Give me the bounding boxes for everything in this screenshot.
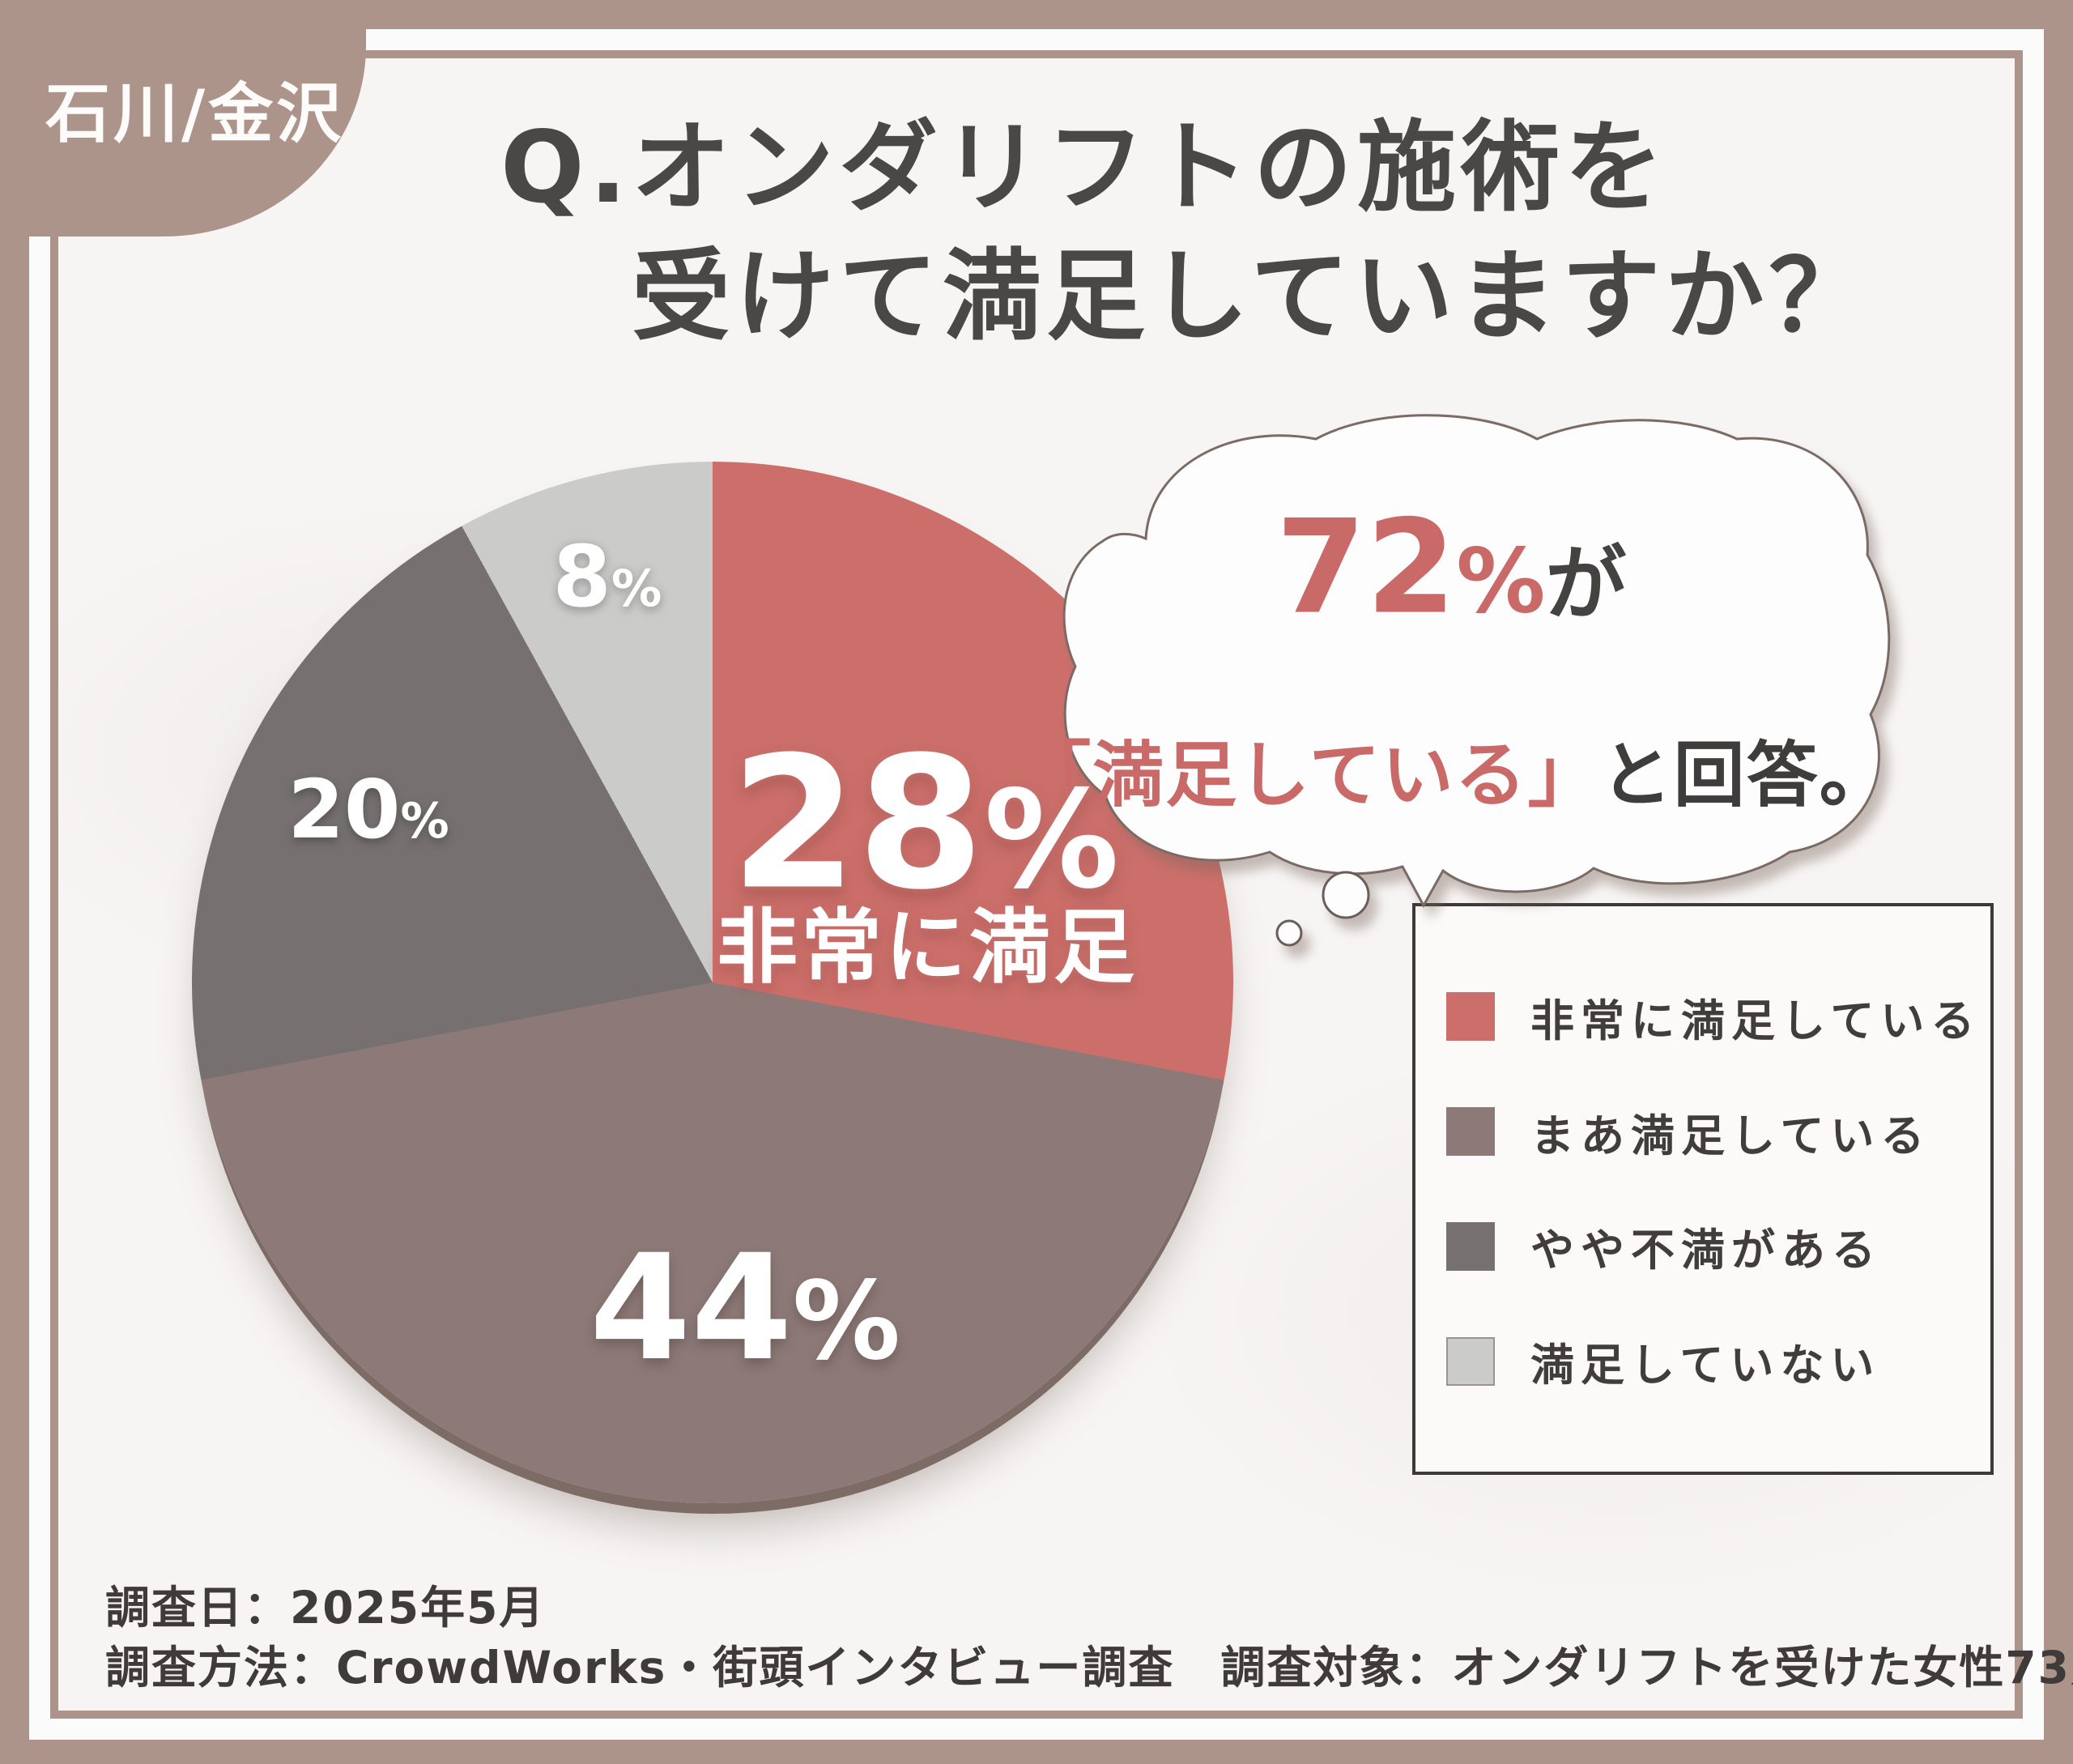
legend-swatch-not-satisfied: [1446, 1336, 1495, 1386]
legend: 非常に満足している まあ満足している やや不満がある 満足していない: [1412, 903, 1994, 1475]
legend-swatch-fairly-satisfied: [1446, 1107, 1495, 1157]
legend-label: やや不満がある: [1530, 1225, 1882, 1276]
legend-item-somewhat-dissatisfied: やや不満がある: [1446, 1214, 1977, 1278]
region-badge-label: 石川/金沢: [45, 76, 345, 151]
bubble-answer: 「満足している」と回答。: [1019, 718, 1892, 821]
pie: [192, 462, 1233, 1503]
bubble-stat: 72%が: [1276, 492, 1627, 643]
legend-item-not-satisfied: 満足していない: [1446, 1329, 1977, 1393]
slice-label-very-satisfied-name: 非常に満足: [717, 900, 1138, 995]
bubble-stat-percent: %: [1456, 529, 1546, 633]
bubble-stat-number: 72: [1275, 491, 1457, 643]
slice-label-very-satisfied-pct: 28%: [730, 718, 1119, 931]
thought-bubble-icon: [1062, 414, 1891, 947]
slice-label-fairly-satisfied: 44%: [590, 1224, 900, 1393]
page-title-line2: 受けて満足していますか？: [632, 238, 1873, 354]
slice-label-not-satisfied: 8%: [552, 527, 662, 626]
page-title: Q.オンダリフトの施術を 受けて満足していますか？: [500, 104, 1872, 360]
legend-swatch-very-satisfied: [1446, 992, 1495, 1042]
bubble-quote: 「満足している」: [1019, 733, 1601, 817]
legend-item-very-satisfied: 非常に満足している: [1446, 985, 1977, 1049]
bubble-answer-text: と回答。: [1600, 733, 1892, 817]
legend-label: まあ満足している: [1530, 1110, 1931, 1161]
pie-chart: 8% 20% 28% 非常に満足 44%: [192, 462, 1233, 1503]
slice-label-somewhat-dissatisfied: 20%: [287, 762, 449, 857]
legend-label: 満足していない: [1530, 1340, 1881, 1391]
survey-method-and-target: 調査方法：CrowdWorks・街頭インタビュー調査 調査対象：オンダリフトを受…: [105, 1642, 2073, 1694]
legend-swatch-somewhat-dissatisfied: [1446, 1221, 1495, 1271]
survey-info: 調査日：2025年5月 調査方法：CrowdWorks・街頭インタビュー調査 調…: [105, 1578, 2073, 1698]
legend-item-fairly-satisfied: まあ満足している: [1446, 1100, 1977, 1164]
survey-date: 調査日：2025年5月: [105, 1582, 546, 1634]
page-title-line1: Q.オンダリフトの施術を: [500, 110, 1669, 225]
legend-label: 非常に満足している: [1530, 995, 1981, 1046]
bubble-stat-suffix: が: [1545, 536, 1627, 632]
